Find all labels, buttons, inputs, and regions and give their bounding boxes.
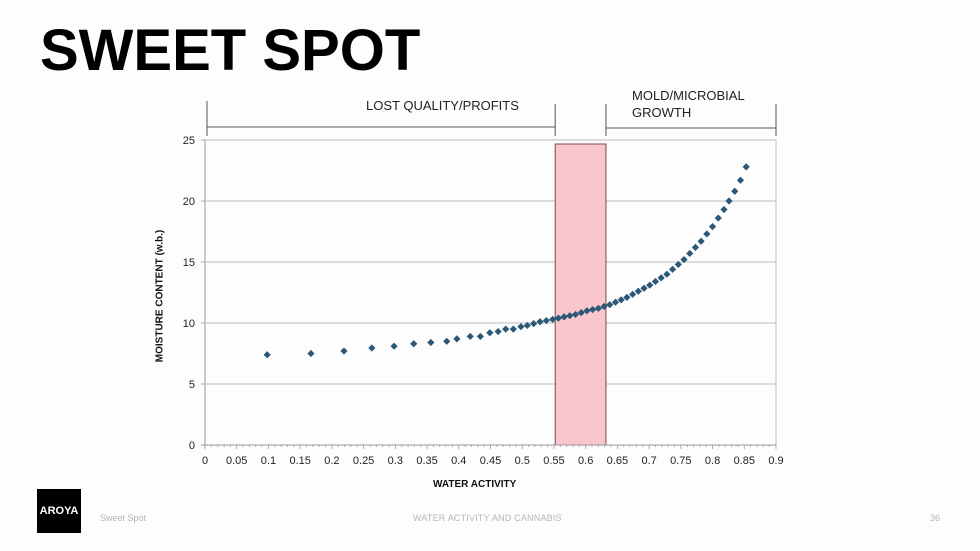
svg-text:0.75: 0.75: [670, 455, 691, 467]
data-point: [703, 230, 711, 238]
data-point: [502, 325, 510, 333]
data-point: [530, 320, 538, 328]
data-point: [476, 332, 484, 341]
svg-text:0.7: 0.7: [641, 455, 656, 467]
data-point: [549, 315, 557, 323]
data-point: [680, 255, 688, 264]
data-point: [657, 274, 665, 282]
data-point: [410, 340, 418, 348]
svg-text:0.25: 0.25: [353, 455, 374, 467]
data-point: [589, 305, 597, 314]
svg-text:20: 20: [183, 196, 195, 208]
data-point: [566, 312, 574, 320]
data-point: [606, 301, 614, 309]
data-point: [708, 223, 717, 231]
page-number: 36: [930, 513, 941, 523]
data-point: [674, 260, 682, 269]
data-point: [731, 187, 739, 195]
data-point: [611, 298, 620, 306]
tick-labels: 0 0.05 0.1 0.15 0.2 0.25 0.3 0.35 0.4 0.45 0.5 0.55…: [183, 135, 784, 467]
footer-deck-title: WATER ACTIVITY AND CANNABIS: [413, 513, 562, 523]
data-point: [720, 205, 728, 214]
data-point: [623, 293, 631, 301]
svg-text:10: 10: [183, 318, 195, 330]
tick-marks: [201, 139, 777, 449]
mold-growth-label-line1: MOLD/MICROBIAL: [632, 88, 745, 103]
axes: [201, 140, 776, 448]
data-point: [640, 284, 648, 292]
svg-text:0.45: 0.45: [480, 455, 501, 467]
data-point: [600, 302, 608, 311]
data-point: [368, 344, 376, 352]
data-point: [634, 287, 642, 295]
data-point: [554, 314, 562, 322]
data-point: [509, 325, 517, 333]
lost-quality-label: LOST QUALITY/PROFITS: [366, 98, 519, 113]
aroya-logo: AROYA: [37, 489, 81, 533]
x-axis-title: WATER ACTIVITY: [433, 479, 517, 490]
data-points: [263, 163, 750, 359]
svg-text:0.05: 0.05: [226, 455, 247, 467]
data-point: [466, 332, 474, 341]
data-point: [523, 321, 531, 330]
region-brackets: [206, 101, 777, 136]
mold-growth-label-line2: GROWTH: [632, 105, 692, 120]
svg-text:0: 0: [202, 455, 208, 467]
data-point: [583, 307, 591, 315]
svg-text:0.2: 0.2: [324, 455, 339, 467]
svg-text:0: 0: [189, 440, 195, 452]
data-point: [542, 316, 550, 325]
data-point: [494, 327, 502, 336]
data-point: [617, 296, 625, 304]
data-point: [646, 281, 654, 289]
data-point: [571, 310, 580, 319]
data-point: [486, 329, 494, 337]
data-point: [691, 243, 700, 251]
data-point: [307, 349, 315, 358]
footer-section: Sweet Spot: [100, 513, 147, 523]
data-point: [714, 214, 722, 222]
data-point: [390, 342, 398, 350]
data-point: [443, 337, 451, 345]
data-point: [697, 237, 705, 245]
svg-text:0.65: 0.65: [607, 455, 628, 467]
data-point: [340, 347, 348, 355]
data-point: [686, 249, 694, 258]
svg-text:15: 15: [183, 257, 195, 269]
grid-lines: [205, 139, 777, 445]
data-point: [651, 277, 660, 286]
data-point: [725, 197, 733, 205]
svg-text:0.35: 0.35: [416, 455, 437, 467]
data-point: [427, 338, 435, 347]
svg-text:0.1: 0.1: [261, 455, 276, 467]
data-point: [742, 163, 750, 171]
svg-text:25: 25: [183, 135, 195, 147]
sweet-spot-band: [554, 143, 607, 446]
data-point: [517, 323, 525, 331]
slide-title: SWEET SPOT: [40, 18, 421, 83]
data-point: [577, 309, 585, 317]
data-point: [594, 304, 602, 312]
data-point: [663, 270, 671, 278]
svg-text:0.8: 0.8: [705, 455, 720, 467]
data-point: [453, 335, 461, 343]
svg-text:5: 5: [189, 379, 195, 391]
svg-text:0.15: 0.15: [289, 455, 310, 467]
data-point: [668, 265, 677, 273]
data-point: [536, 318, 544, 326]
data-point: [560, 313, 568, 321]
svg-text:0.3: 0.3: [388, 455, 403, 467]
data-point: [629, 290, 637, 298]
svg-text:0.6: 0.6: [578, 455, 593, 467]
svg-text:0.85: 0.85: [734, 455, 755, 467]
svg-text:0.55: 0.55: [543, 455, 564, 467]
svg-text:0.4: 0.4: [451, 455, 466, 467]
data-point: [263, 351, 271, 359]
data-point: [736, 176, 745, 184]
y-axis-title: MOISTURE CONTENT (w.b.): [154, 229, 166, 363]
svg-text:0.9: 0.9: [768, 455, 783, 467]
svg-text:0.5: 0.5: [515, 455, 530, 467]
